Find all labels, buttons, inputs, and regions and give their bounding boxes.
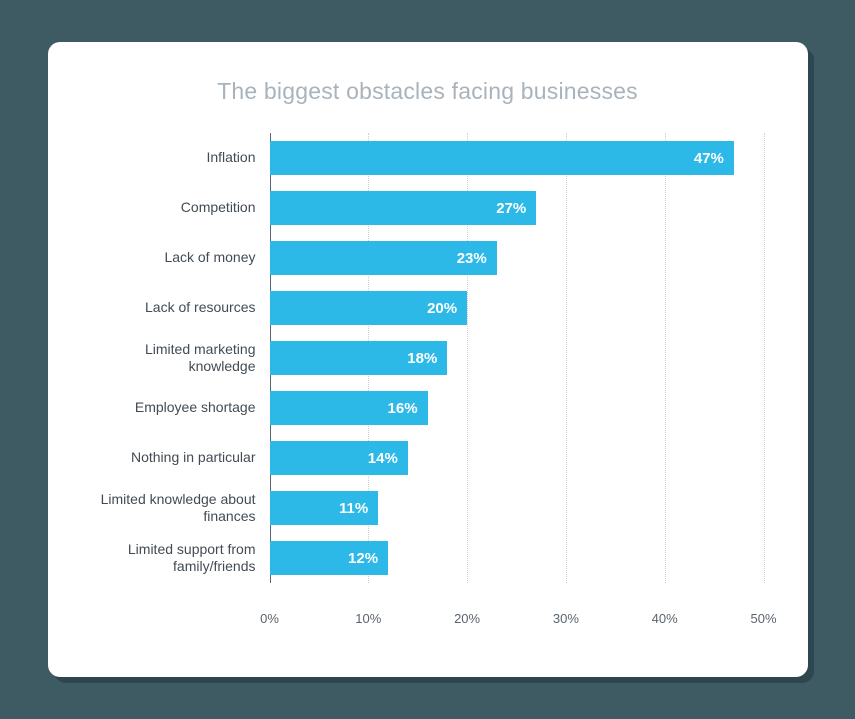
x-axis-tick: 30%	[553, 611, 579, 626]
category-label: Lack of resources	[92, 299, 270, 317]
category-labels-column: Inflation Competition Lack of money Lack of…	[92, 133, 270, 603]
x-axis-tick-label: 30%	[553, 611, 579, 626]
bar-value-label: 12%	[348, 550, 378, 567]
bar: 16%	[270, 391, 428, 425]
category-label: Lack of money	[92, 249, 270, 267]
bar-value-label: 14%	[368, 450, 398, 467]
bar-value-label: 47%	[694, 150, 724, 167]
bar: 14%	[270, 441, 408, 475]
x-axis-tick-label: 50%	[750, 611, 776, 626]
category-label: Limited knowledge about finances	[92, 491, 270, 526]
bar: 23%	[270, 241, 497, 275]
bar: 12%	[270, 541, 389, 575]
bars-layer: 47% 27% 23% 20% 18% 16% 14% 11% 12%	[270, 133, 764, 583]
bar-value-label: 20%	[427, 300, 457, 317]
bar-value-label: 16%	[388, 400, 418, 417]
x-axis-tick-label: 0%	[260, 611, 279, 626]
x-axis-tick: 20%	[454, 611, 480, 626]
x-axis: 0%10%20%30%40%50%	[270, 603, 764, 633]
bar-value-label: 27%	[496, 200, 526, 217]
grid-line	[764, 133, 765, 583]
bar: 11%	[270, 491, 379, 525]
bar: 27%	[270, 191, 537, 225]
category-label: Nothing in particular	[92, 449, 270, 467]
x-axis-tick-label: 20%	[454, 611, 480, 626]
bars-column: 47% 27% 23% 20% 18% 16% 14% 11% 12%	[270, 133, 764, 603]
x-axis-tick: 0%	[260, 611, 279, 626]
bar: 20%	[270, 291, 468, 325]
category-label: Employee shortage	[92, 399, 270, 417]
chart-card: The biggest obstacles facing businesses …	[48, 42, 808, 677]
bar: 47%	[270, 141, 734, 175]
category-label: Limited support from family/friends	[92, 541, 270, 576]
x-axis-tick-label: 40%	[652, 611, 678, 626]
chart-title: The biggest obstacles facing businesses	[92, 78, 764, 105]
x-axis-tick: 40%	[652, 611, 678, 626]
category-label: Competition	[92, 199, 270, 217]
bar-value-label: 11%	[339, 500, 368, 517]
chart-area: Inflation Competition Lack of money Lack of…	[92, 133, 764, 603]
category-label: Limited marketing knowledge	[92, 341, 270, 376]
bar-value-label: 23%	[457, 250, 487, 267]
bar-value-label: 18%	[407, 350, 437, 367]
x-axis-tick: 10%	[355, 611, 381, 626]
bar: 18%	[270, 341, 448, 375]
x-axis-tick-label: 10%	[355, 611, 381, 626]
category-label: Inflation	[92, 149, 270, 167]
x-axis-tick: 50%	[750, 611, 776, 626]
